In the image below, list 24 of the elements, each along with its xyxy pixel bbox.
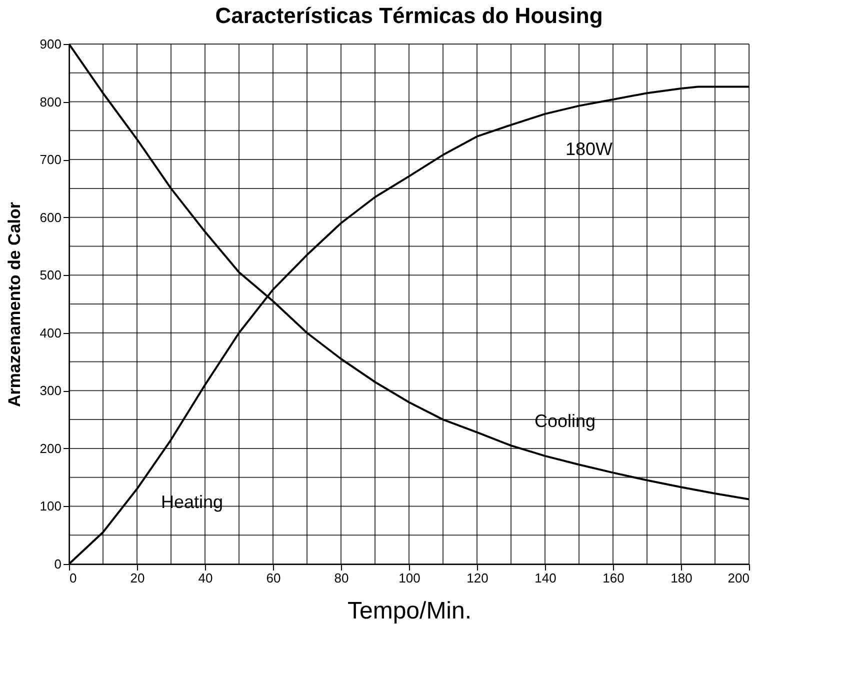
x-tick-label: 100 [398, 570, 420, 586]
y-axis-title: Armazenamento de Calor [4, 202, 24, 407]
y-tick-label: 600 [40, 210, 62, 225]
y-tick-label: 400 [40, 325, 62, 340]
x-tick-label: 40 [198, 570, 213, 586]
y-tick-label: 500 [40, 268, 62, 283]
x-axis-title: Tempo/Min. [347, 598, 472, 624]
y-tick-label: 100 [40, 498, 62, 514]
y-tick-label: 200 [40, 440, 62, 456]
x-tick-label: 140 [534, 570, 556, 586]
y-tick-label: 800 [40, 94, 62, 110]
x-tick-label: 180 [670, 570, 692, 586]
x-tick-label: 160 [602, 570, 624, 586]
x-tick-label: 0 [70, 570, 77, 586]
y-tick-label: 0 [54, 556, 62, 572]
x-tick-label: 120 [466, 570, 488, 586]
y-tick-label: 900 [40, 36, 62, 52]
x-tick-label: 60 [266, 570, 281, 586]
x-tick-label: 80 [334, 570, 349, 586]
y-tick-label: 300 [40, 383, 62, 398]
chart-title: Características Térmicas do Housing [215, 3, 603, 28]
x-tick-label: 20 [130, 570, 145, 586]
x-tick-label: 200 [728, 570, 750, 586]
y-tick-label: 700 [40, 152, 62, 168]
